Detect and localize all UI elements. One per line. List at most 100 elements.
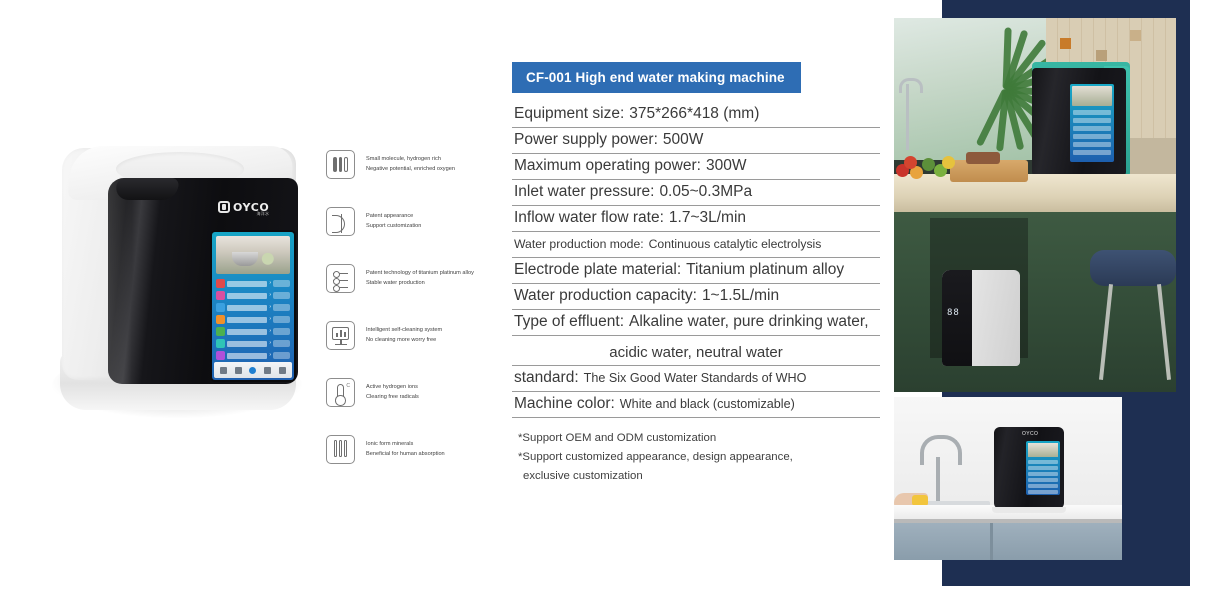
nav-power-icon[interactable]	[279, 366, 287, 374]
spec-row: Electrode plate material: Titanium platin…	[512, 258, 880, 284]
menu-item-label	[227, 316, 268, 323]
under-sink-display: 88	[947, 308, 960, 318]
product-touchscreen[interactable]: ››››››››	[212, 232, 294, 380]
teal-unit-screen	[1070, 84, 1114, 162]
feature-item: Small molecule, hydrogen rich Negative p…	[326, 136, 506, 193]
nav-home-icon[interactable]	[219, 366, 227, 374]
gooseneck-faucet-icon	[920, 435, 962, 507]
chevron-right-icon: ›	[269, 328, 271, 334]
teal-unit-top	[1032, 62, 1130, 72]
menu-item-icon	[216, 279, 225, 288]
capsules-icon	[326, 150, 355, 179]
screen-menu-item[interactable]: ›	[216, 338, 290, 349]
spec-row-value: Continuous catalytic electrolysis	[648, 237, 822, 251]
spec-row-key: Inflow water flow rate:	[514, 209, 664, 226]
feature-line2: No cleaning more worry free	[366, 336, 437, 343]
vegetables-icon	[894, 154, 955, 180]
chevron-right-icon: ›	[269, 316, 271, 322]
feature-line2: Negative potential, enriched oxygen	[366, 165, 455, 172]
black-unit-base	[992, 507, 1066, 513]
chevron-right-icon: ›	[269, 280, 271, 286]
menu-item-icon	[216, 339, 225, 348]
spec-row-value: 0.05~0.3MPa	[659, 183, 753, 200]
screen-bottom-nav[interactable]	[214, 362, 292, 378]
menu-item-button[interactable]	[273, 352, 290, 359]
droplet-profile-icon	[326, 207, 355, 236]
feature-line1: Intelligent self-cleaning system	[366, 326, 443, 333]
feature-line1: Patent technology of titanium platinum a…	[366, 269, 474, 276]
spec-row: Inlet water pressure: 0.05~0.3MPa	[512, 180, 880, 206]
spec-row-continuation: acidic water, neutral water	[512, 336, 880, 366]
menu-item-label	[227, 292, 268, 299]
cutting-board-icon	[950, 152, 1028, 182]
screen-menu-item[interactable]: ›	[216, 278, 290, 289]
black-unit-screen	[1026, 441, 1060, 495]
menu-item-button[interactable]	[273, 316, 290, 323]
vegetable-item	[942, 156, 955, 169]
test-tubes-icon	[326, 435, 355, 464]
menu-item-button[interactable]	[273, 304, 290, 311]
spec-row-value: 1~1.5L/min	[701, 287, 780, 304]
spec-row-value: White and black (customizable)	[619, 397, 795, 411]
brand-wordmark: OYCO	[233, 201, 270, 214]
menu-item-button[interactable]	[273, 292, 290, 299]
menu-item-label	[227, 304, 268, 311]
spec-row: Machine color: White and black (customiza…	[512, 392, 880, 418]
spec-row: Equipment size: 375*266*418 (mm)	[512, 102, 880, 128]
spec-row: Maximum operating power: 300W	[512, 154, 880, 180]
under-sink-panel	[942, 270, 972, 366]
vegetable-item	[910, 166, 923, 179]
product-front-bevel	[108, 178, 132, 384]
vegetable-item	[904, 156, 917, 169]
faucet-icon	[899, 78, 923, 150]
chevron-right-icon: ›	[269, 292, 271, 298]
screen-menu-item[interactable]: ›	[216, 350, 290, 361]
feature-line1: Active hydrogen ions	[366, 383, 418, 390]
nav-info-icon[interactable]	[264, 366, 272, 374]
kitchen-counter	[894, 174, 1176, 212]
kitchen-scene-photo: 88	[894, 18, 1176, 392]
feature-line2: Clearing free radicals	[366, 393, 419, 400]
menu-item-button[interactable]	[273, 328, 290, 335]
menu-item-button[interactable]	[273, 280, 290, 287]
nav-water-icon[interactable]	[234, 366, 242, 374]
monitor-chart-icon	[326, 321, 355, 350]
sink-scene-photo: OYCO	[894, 397, 1122, 560]
menu-item-label	[227, 280, 268, 287]
spec-title-banner: CF-001 High end water making machine	[512, 62, 801, 93]
nav-settings-icon[interactable]	[249, 366, 257, 374]
feature-line1: Small molecule, hydrogen rich	[366, 155, 441, 162]
feature-line2: Stable water production	[366, 279, 425, 286]
feature-item: Patent appearance Support customization	[326, 193, 506, 250]
spec-footnote: exclusive customization	[523, 469, 643, 482]
feature-item: Intelligent self-cleaning system No clea…	[326, 307, 506, 364]
spec-row-value: The Six Good Water Standards of WHO	[583, 371, 807, 385]
spec-row-key: Power supply power:	[514, 131, 658, 148]
photo-column: 88 OYCO	[890, 0, 1210, 602]
screen-menu-item[interactable]: ›	[216, 326, 290, 337]
spec-row-key: Electrode plate material:	[514, 261, 682, 278]
screen-menu-item[interactable]: ›	[216, 290, 290, 301]
spec-row: standard: The Six Good Water Standards of…	[512, 366, 880, 392]
menu-item-button[interactable]	[273, 340, 290, 347]
spec-row-key: Maximum operating power:	[514, 157, 701, 174]
screen-menu-list[interactable]: ››››››››	[216, 278, 290, 374]
screen-menu-item[interactable]: ›	[216, 302, 290, 313]
spec-row: Water production mode: Continuous catalyt…	[512, 232, 880, 258]
spec-row-list: Equipment size: 375*266*418 (mm) Power sup…	[512, 102, 880, 418]
spec-row-value: 1.7~3L/min	[668, 209, 747, 226]
feature-item: Patent technology of titanium platinum a…	[326, 250, 506, 307]
menu-item-icon	[216, 327, 225, 336]
menu-item-icon	[216, 291, 225, 300]
product-brand-logo: OYCO 海洋水	[218, 198, 280, 216]
feature-line2: Beneficial for human absorption	[366, 450, 445, 457]
chevron-right-icon: ›	[269, 352, 271, 358]
sponge-icon	[912, 495, 928, 506]
spec-row-key: Inlet water pressure:	[514, 183, 655, 200]
screen-menu-item[interactable]: ›	[216, 314, 290, 325]
spec-footnote: *Support customized appearance, design a…	[518, 450, 793, 463]
spec-row: Inflow water flow rate: 1.7~3L/min	[512, 206, 880, 232]
feature-line1: Patent appearance	[366, 212, 414, 219]
black-unit-logo: OYCO	[1022, 431, 1039, 437]
